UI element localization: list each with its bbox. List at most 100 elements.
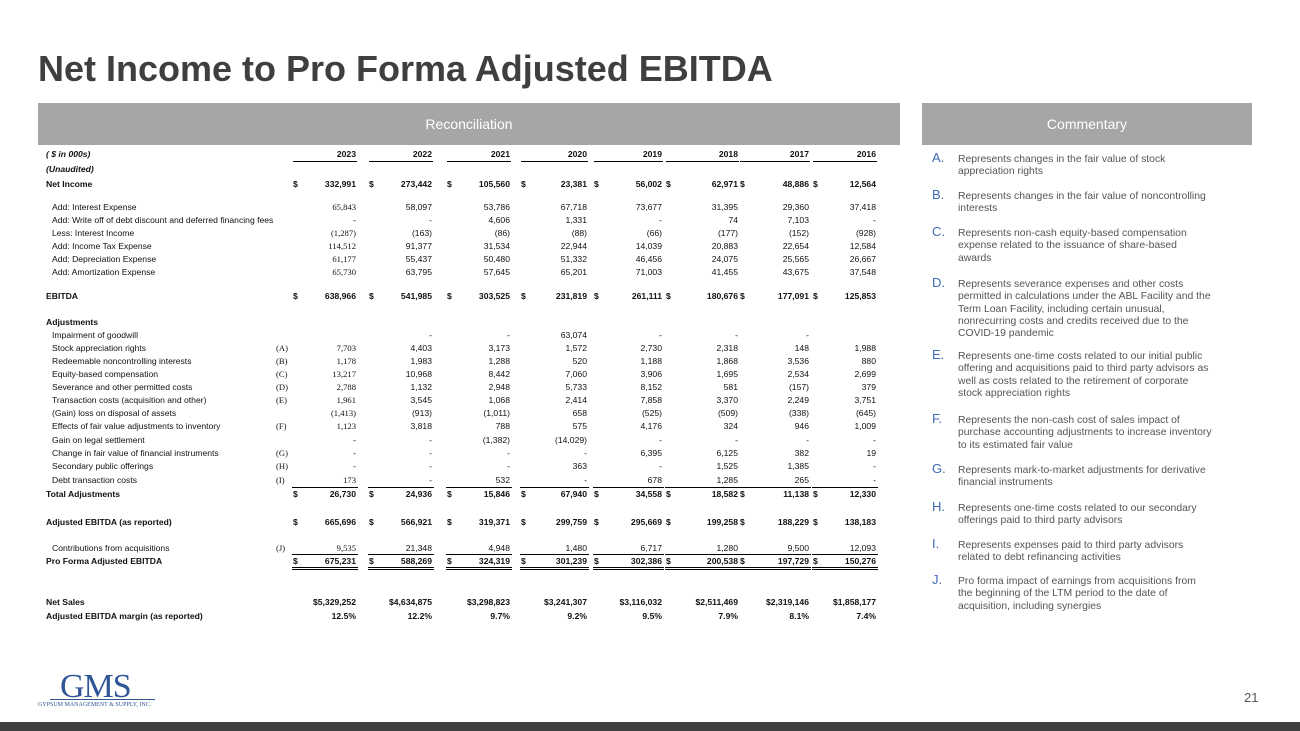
item-letter: F. <box>932 411 943 426</box>
currency-sign: $ <box>369 179 374 189</box>
value-cell: 520 <box>572 356 587 366</box>
value-cell: 1,385 <box>787 461 809 471</box>
commentary-item: C. Represents non-cash equity-based compe… <box>932 225 1252 265</box>
total-rule <box>665 567 740 568</box>
value-cell: 675,231 <box>324 556 356 566</box>
commentary-item: F. Represents the non-cash cost of sales … <box>932 411 1252 452</box>
currency-sign: $ <box>293 489 298 499</box>
value-cell: 1,988 <box>854 343 876 353</box>
value-cell: 1,525 <box>716 461 738 471</box>
value-cell: 25,565 <box>782 254 809 264</box>
value-cell: 19 <box>866 448 876 458</box>
row-label: Effects of fair value adjustments to inv… <box>52 421 221 431</box>
value-cell: 26,667 <box>849 254 876 264</box>
row-label: Redeemable noncontrolling interests <box>52 356 192 366</box>
value-cell: 4,403 <box>410 343 432 353</box>
value-cell: 6,125 <box>716 448 738 458</box>
value-cell: 1,068 <box>488 395 510 405</box>
unaudited-note: (Unaudited) <box>46 164 94 174</box>
value-cell: 575 <box>572 421 587 431</box>
total-rule <box>739 487 811 488</box>
value-cell: 9.7% <box>490 611 510 621</box>
total-rule <box>520 567 589 568</box>
value-cell: 200,538 <box>706 556 738 566</box>
value-cell: 114,512 <box>328 241 356 251</box>
row-label: Net Income <box>46 179 93 189</box>
value-cell: 22,944 <box>560 241 587 251</box>
item-letter: J. <box>932 572 943 587</box>
logo-rule <box>50 699 155 700</box>
currency-sign: $ <box>813 291 818 301</box>
value-cell: 188,229 <box>777 517 809 527</box>
value-cell: 303,525 <box>478 291 510 301</box>
value-cell: 177,091 <box>777 291 809 301</box>
total-rule <box>665 554 740 555</box>
value-cell: $2,511,469 <box>695 597 738 607</box>
value-cell: 665,696 <box>324 517 356 527</box>
total-rule <box>812 487 878 488</box>
value-cell: - <box>806 435 809 445</box>
currency-sign: $ <box>521 489 526 499</box>
value-cell: 1,961 <box>336 395 356 405</box>
currency-sign: $ <box>447 556 452 566</box>
value-cell: (525) <box>641 408 662 418</box>
value-cell: - <box>873 215 876 225</box>
row-label: Add: Amortization Expense <box>52 267 156 277</box>
value-cell: 46,456 <box>635 254 662 264</box>
currency-sign: $ <box>740 517 745 527</box>
value-cell: 7.9% <box>718 611 738 621</box>
value-cell: 2,534 <box>787 369 809 379</box>
currency-sign: $ <box>666 291 671 301</box>
value-cell: 273,442 <box>400 179 432 189</box>
header-rule <box>369 161 433 162</box>
value-cell: - <box>353 461 356 471</box>
value-cell: 2,318 <box>716 343 738 353</box>
currency-sign: $ <box>521 517 526 527</box>
total-rule <box>368 567 434 568</box>
section-header: Commentary <box>922 103 1252 145</box>
value-cell: 1,983 <box>410 356 432 366</box>
row-label: Less: Interest Income <box>52 228 135 238</box>
total-rule <box>812 554 878 555</box>
currency-sign: $ <box>740 556 745 566</box>
value-cell: 65,730 <box>332 267 356 277</box>
value-cell: 9,500 <box>787 543 809 553</box>
value-cell: 173 <box>343 475 356 485</box>
value-cell: 7,858 <box>640 395 662 405</box>
value-cell: 588,269 <box>400 556 432 566</box>
value-cell: 4,176 <box>640 421 662 431</box>
value-cell: $3,116,032 <box>619 597 662 607</box>
total-rule <box>593 567 664 568</box>
currency-sign: $ <box>293 556 298 566</box>
total-rule <box>292 567 358 568</box>
row-label: Contributions from acquisitions <box>52 543 170 553</box>
value-cell: 678 <box>647 475 662 485</box>
value-cell: - <box>429 330 432 340</box>
value-cell: 105,560 <box>478 179 510 189</box>
value-cell: - <box>429 215 432 225</box>
value-cell: 26,730 <box>329 489 356 499</box>
value-cell: 12,330 <box>849 489 876 499</box>
value-cell: - <box>735 330 738 340</box>
value-cell: 946 <box>794 421 809 431</box>
value-cell: (66) <box>646 228 662 238</box>
value-cell: 9,535 <box>336 543 356 553</box>
commentary-item: B. Represents changes in the fair value o… <box>932 188 1252 216</box>
value-cell: 1,572 <box>565 343 587 353</box>
year-header: 2022 <box>412 149 432 159</box>
total-rule <box>292 487 358 488</box>
value-cell: 1,868 <box>716 356 738 366</box>
value-cell: 261,111 <box>631 291 662 301</box>
value-cell: 12.2% <box>407 611 432 621</box>
year-header: 2016 <box>856 149 876 159</box>
value-cell: 8.1% <box>789 611 809 621</box>
value-cell: 10,968 <box>405 369 432 379</box>
value-cell: 91,377 <box>405 241 432 251</box>
value-cell: 65,201 <box>560 267 587 277</box>
row-label: Impairment of goodwill <box>52 330 138 340</box>
value-cell: - <box>735 435 738 445</box>
value-cell: 12,584 <box>849 241 876 251</box>
total-rule <box>593 554 664 555</box>
value-cell: 566,921 <box>400 517 432 527</box>
